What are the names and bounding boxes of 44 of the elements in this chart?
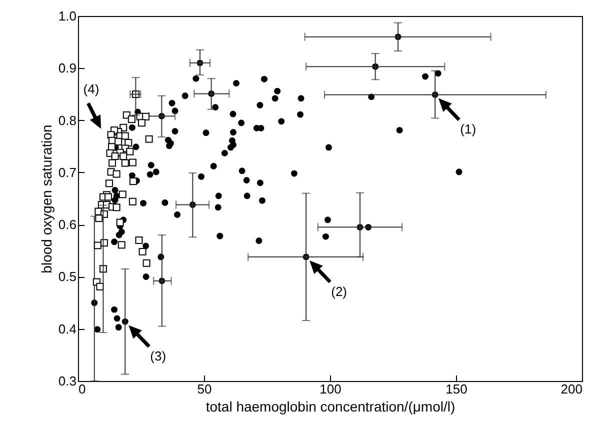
x-tick-label: 200 <box>560 382 582 396</box>
point <box>106 180 113 188</box>
point <box>112 170 120 178</box>
y-tick-label: 0.6 <box>58 217 76 232</box>
point <box>114 138 122 146</box>
y-tick-label: 0.3 <box>58 374 76 388</box>
point <box>129 178 137 186</box>
annotation: (4) <box>83 81 100 96</box>
x-tick-label: 50 <box>197 382 212 396</box>
x-tick-label: 0 <box>78 382 86 396</box>
y-tick-label: 0.8 <box>58 112 76 128</box>
annotation: (3) <box>150 348 166 364</box>
x-tick-label: 100 <box>320 382 342 396</box>
y-axis-title: blood oxygen saturation <box>38 124 54 274</box>
annotation: (2) <box>331 284 348 299</box>
x-axis-title: total haemoglobin concentration/(μmol/l) <box>206 398 456 414</box>
point <box>128 198 136 206</box>
point <box>112 204 120 212</box>
point <box>118 241 126 249</box>
y-tick-label: 0.5 <box>58 269 76 284</box>
point <box>120 152 128 160</box>
point <box>121 132 129 140</box>
y-tick-label: 0.7 <box>58 164 76 180</box>
point <box>135 236 143 244</box>
point <box>142 112 150 120</box>
point <box>95 214 103 222</box>
point <box>126 148 134 156</box>
point <box>116 218 124 226</box>
point <box>108 159 116 167</box>
y-tick-label: 0.9 <box>58 60 76 76</box>
x-tick-label: 150 <box>446 382 468 396</box>
point <box>128 116 136 123</box>
point <box>111 152 119 160</box>
point <box>118 190 126 198</box>
point <box>128 158 136 166</box>
point <box>138 119 146 127</box>
y-tick-label: 0.4 <box>58 321 76 336</box>
annotation: (1) <box>460 122 476 137</box>
point <box>145 135 153 143</box>
point <box>121 159 129 167</box>
point <box>138 248 146 256</box>
point <box>142 259 150 267</box>
y-tick-label: 1.0 <box>58 8 76 24</box>
point <box>94 242 102 250</box>
